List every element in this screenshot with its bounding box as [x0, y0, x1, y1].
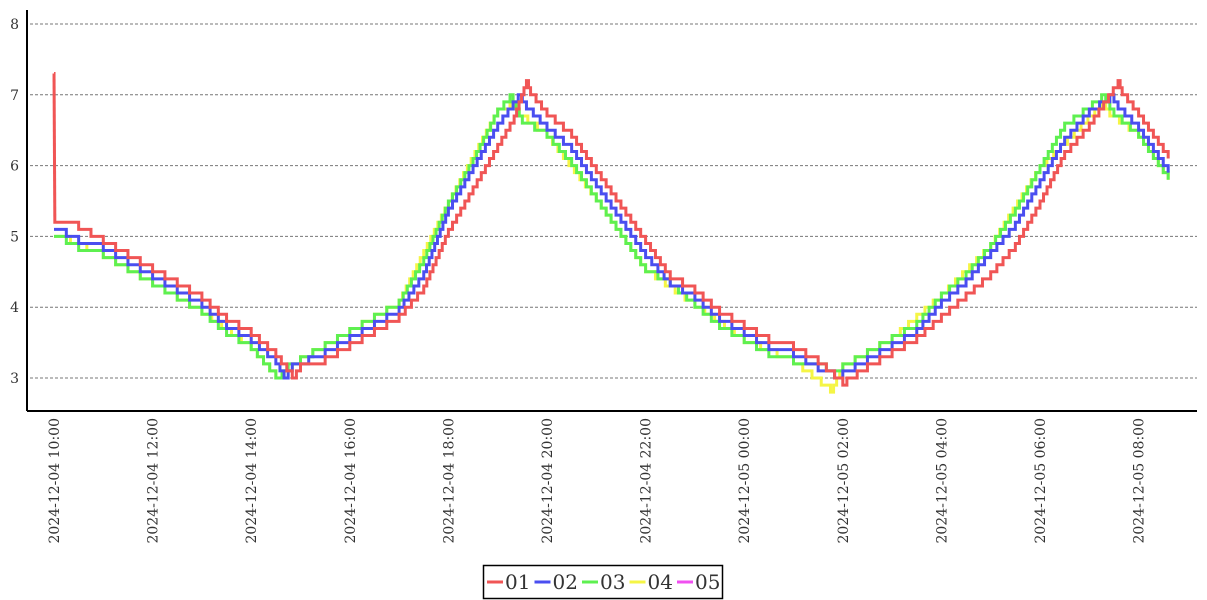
- y-tick-label: 6: [10, 159, 19, 175]
- series-line-04: [54, 100, 1170, 394]
- x-tick-label: 2024-12-04 18:00: [441, 418, 457, 544]
- legend-label[interactable]: 03: [600, 570, 625, 594]
- y-tick-label: 7: [10, 88, 19, 104]
- x-tick-label: 2024-12-04 10:00: [47, 418, 63, 544]
- legend-label[interactable]: 04: [648, 570, 673, 594]
- series-lines: [52, 72, 1170, 394]
- x-tick-label: 2024-12-04 14:00: [244, 418, 260, 544]
- y-tick-label: 5: [10, 229, 19, 245]
- x-axis-ticks: 2024-12-04 10:00 2024-12-04 12:00 2024-12-…: [47, 418, 1148, 544]
- legend-label[interactable]: 01: [505, 570, 530, 594]
- legend-label[interactable]: 02: [553, 570, 578, 594]
- x-tick-label: 2024-12-04 16:00: [343, 418, 359, 544]
- series-line-03: [54, 93, 1170, 380]
- y-tick-label: 4: [10, 300, 19, 316]
- legend: 01 02 03 04 05: [482, 564, 724, 600]
- x-tick-label: 2024-12-05 00:00: [737, 418, 753, 544]
- x-tick-label: 2024-12-05 02:00: [836, 418, 852, 544]
- y-tick-label: 3: [10, 371, 19, 387]
- x-tick-label: 2024-12-05 08:00: [1132, 418, 1148, 544]
- series-line-02: [54, 93, 1170, 380]
- x-tick-label: 2024-12-04 20:00: [540, 418, 556, 544]
- legend-label[interactable]: 05: [695, 570, 720, 594]
- y-axis-ticks: 3 4 5 6 7 8: [10, 17, 19, 387]
- x-tick-label: 2024-12-04 12:00: [146, 418, 162, 544]
- x-tick-label: 2024-12-04 22:00: [639, 418, 655, 544]
- y-tick-label: 8: [10, 17, 19, 33]
- x-tick-label: 2024-12-05 04:00: [934, 418, 950, 544]
- series-line-01: [52, 72, 1170, 387]
- x-tick-label: 2024-12-05 06:00: [1033, 418, 1049, 544]
